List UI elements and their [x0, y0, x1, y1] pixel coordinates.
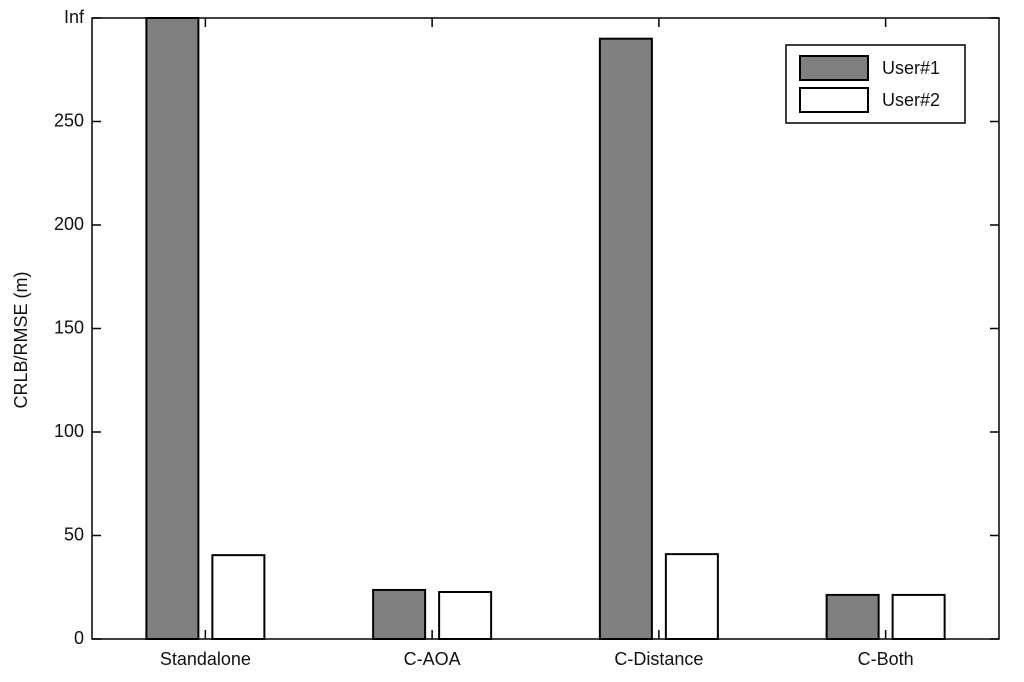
x-tick-label: Standalone: [160, 649, 251, 669]
y-tick-label: 200: [54, 214, 84, 234]
bar: [891, 593, 946, 640]
bar: [145, 17, 200, 640]
bar: [211, 554, 266, 640]
x-tick-label: C-Distance: [614, 649, 703, 669]
bar: [438, 591, 493, 640]
y-tick-label: 50: [64, 524, 84, 544]
y-tick-label: Inf: [64, 7, 85, 27]
bar: [372, 588, 427, 640]
y-tick-label: 150: [54, 317, 84, 337]
legend-swatch: [799, 87, 869, 113]
y-tick-label: 0: [74, 628, 84, 648]
y-tick-label: 250: [54, 110, 84, 130]
x-tick-label: C-Both: [858, 649, 914, 669]
legend-label: User#1: [882, 58, 940, 78]
bar: [598, 37, 653, 640]
y-tick-label: 100: [54, 421, 84, 441]
y-axis-label: CRLB/RMSE (m): [11, 271, 31, 408]
legend-label: User#2: [882, 90, 940, 110]
legend-swatch: [799, 55, 869, 81]
x-tick-label: C-AOA: [404, 649, 461, 669]
bar: [664, 553, 719, 641]
bar: [825, 593, 880, 640]
